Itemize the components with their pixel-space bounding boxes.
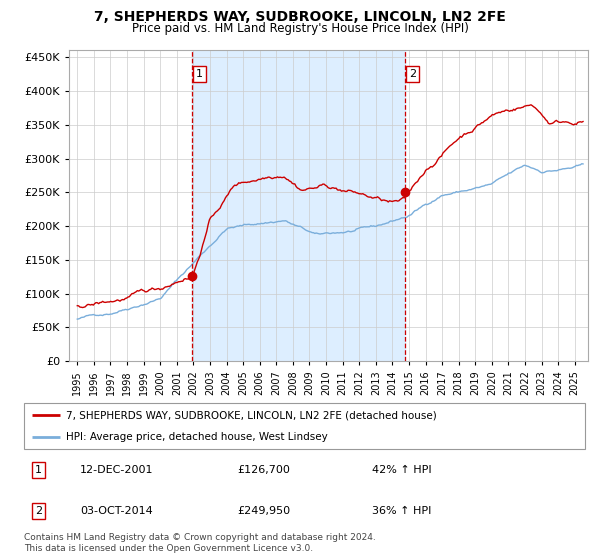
Text: HPI: Average price, detached house, West Lindsey: HPI: Average price, detached house, West… — [66, 432, 328, 442]
Text: 1: 1 — [196, 69, 203, 79]
Text: 1: 1 — [35, 465, 42, 475]
Text: 12-DEC-2001: 12-DEC-2001 — [80, 465, 154, 475]
Bar — [192, 50, 405, 361]
Text: Price paid vs. HM Land Registry's House Price Index (HPI): Price paid vs. HM Land Registry's House … — [131, 22, 469, 35]
Text: 7, SHEPHERDS WAY, SUDBROOKE, LINCOLN, LN2 2FE (detached house): 7, SHEPHERDS WAY, SUDBROOKE, LINCOLN, LN… — [66, 410, 437, 420]
FancyBboxPatch shape — [24, 403, 585, 449]
Text: 36% ↑ HPI: 36% ↑ HPI — [372, 506, 431, 516]
Text: 03-OCT-2014: 03-OCT-2014 — [80, 506, 153, 516]
Text: Contains HM Land Registry data © Crown copyright and database right 2024.
This d: Contains HM Land Registry data © Crown c… — [24, 533, 376, 553]
Text: £249,950: £249,950 — [237, 506, 290, 516]
Text: 7, SHEPHERDS WAY, SUDBROOKE, LINCOLN, LN2 2FE: 7, SHEPHERDS WAY, SUDBROOKE, LINCOLN, LN… — [94, 10, 506, 24]
Text: 2: 2 — [35, 506, 43, 516]
Text: £126,700: £126,700 — [237, 465, 290, 475]
Text: 42% ↑ HPI: 42% ↑ HPI — [372, 465, 431, 475]
Text: 2: 2 — [409, 69, 416, 79]
